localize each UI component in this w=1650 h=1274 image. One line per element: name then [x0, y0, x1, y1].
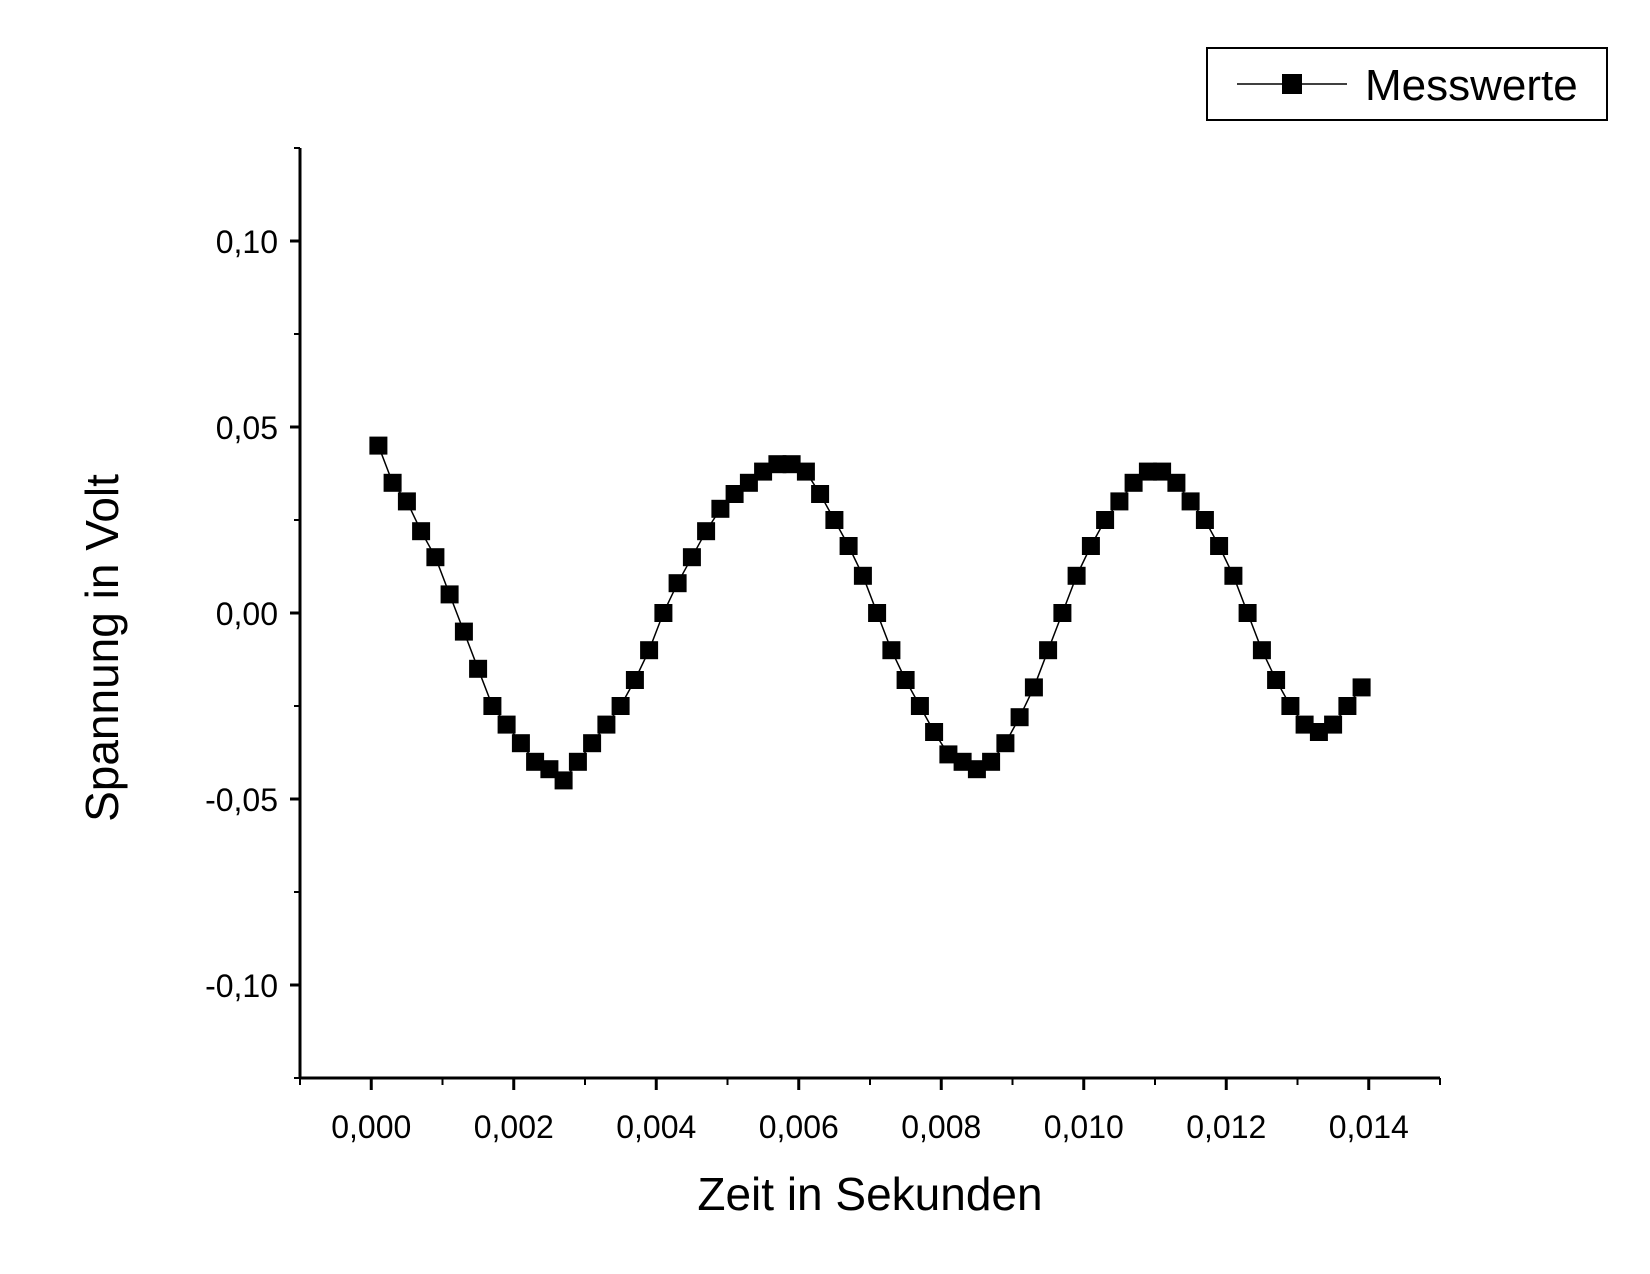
x-tick-label: 0,014 [1329, 1109, 1409, 1145]
data-point [925, 723, 944, 741]
data-point [825, 511, 844, 529]
data-point [469, 659, 488, 678]
data-point [1024, 678, 1043, 697]
data-point [397, 492, 416, 511]
data-point [1138, 462, 1157, 481]
data-point [1181, 492, 1200, 511]
data-point [597, 715, 616, 734]
y-tick-label: 0,00 [216, 596, 278, 632]
data-point [440, 585, 459, 604]
data-point [739, 473, 758, 492]
data-point [1195, 511, 1214, 529]
data-point [939, 745, 958, 764]
data-point [1167, 473, 1186, 492]
data-point [426, 548, 445, 567]
data-point [1267, 671, 1286, 689]
data-point [454, 622, 473, 641]
data-point [625, 671, 644, 689]
x-tick-label: 0,010 [1044, 1109, 1124, 1145]
data-point [1053, 604, 1072, 622]
series-layer [369, 436, 1371, 790]
data-point [511, 734, 530, 753]
x-tick-label: 0,000 [331, 1109, 411, 1145]
legend: Messwerte [1206, 47, 1608, 121]
data-point [369, 436, 388, 455]
data-point [1338, 697, 1357, 715]
data-point [568, 752, 587, 771]
data-point [1210, 537, 1229, 555]
data-point [682, 548, 701, 567]
y-tick-label: 0,10 [216, 224, 278, 260]
x-tick-label: 0,008 [901, 1109, 981, 1145]
data-point [1039, 641, 1058, 660]
data-point [1153, 462, 1172, 481]
data-point [668, 574, 687, 593]
data-point [412, 522, 431, 541]
data-point [953, 752, 972, 771]
data-point [1067, 566, 1086, 585]
data-point [1295, 715, 1314, 734]
x-tick-label: 0,006 [759, 1109, 839, 1145]
y-tick-label: -0,10 [205, 968, 278, 1004]
data-point [483, 697, 502, 715]
data-point [982, 752, 1001, 771]
data-point [654, 604, 673, 622]
data-point [540, 760, 559, 779]
data-point [1252, 641, 1271, 660]
data-point [967, 760, 986, 779]
legend-label-messwerte: Messwerte [1365, 61, 1578, 110]
data-point [725, 485, 744, 503]
data-point [697, 522, 716, 541]
data-point [497, 715, 516, 734]
data-point [1124, 473, 1143, 492]
data-point [996, 734, 1015, 753]
data-point [1096, 511, 1115, 529]
data-point [768, 455, 787, 474]
data-point [1352, 678, 1371, 697]
data-point [882, 641, 901, 660]
data-point [896, 671, 915, 689]
data-point [782, 455, 801, 474]
data-point [526, 752, 545, 771]
data-point [383, 473, 402, 492]
x-axis-label: Zeit in Sekunden [697, 1168, 1042, 1220]
data-point [796, 462, 815, 481]
data-point [839, 537, 858, 555]
y-axis-label: Spannung in Volt [76, 474, 128, 822]
data-point [1281, 697, 1300, 715]
legend-marker-icon [1282, 74, 1302, 94]
x-tick-label: 0,002 [474, 1109, 554, 1145]
data-point [1324, 715, 1343, 734]
data-point [754, 462, 773, 481]
x-tick-label: 0,012 [1186, 1109, 1266, 1145]
data-point [1238, 604, 1257, 622]
data-point [711, 499, 730, 518]
data-point [1309, 723, 1328, 741]
data-point [1081, 537, 1100, 555]
data-point [583, 734, 602, 753]
x-tick-label: 0,004 [616, 1109, 696, 1145]
data-point [868, 604, 887, 622]
x-ticks: 0,000 0,002 0,004 0,006 0,008 0,010 0,012 0,014 [299, 1078, 1441, 1145]
data-point [1110, 492, 1129, 511]
data-point [611, 697, 630, 715]
y-tick-label: -0,05 [205, 782, 278, 818]
data-point [1224, 566, 1243, 585]
data-point [640, 641, 659, 660]
y-tick-label: 0,05 [216, 410, 278, 446]
data-point [554, 771, 573, 790]
y-ticks: -0,10 -0,05 0,00 0,05 0,10 [205, 147, 300, 1079]
data-point [811, 485, 830, 503]
data-point [910, 697, 929, 715]
data-point [853, 566, 872, 585]
data-point [1010, 708, 1029, 727]
